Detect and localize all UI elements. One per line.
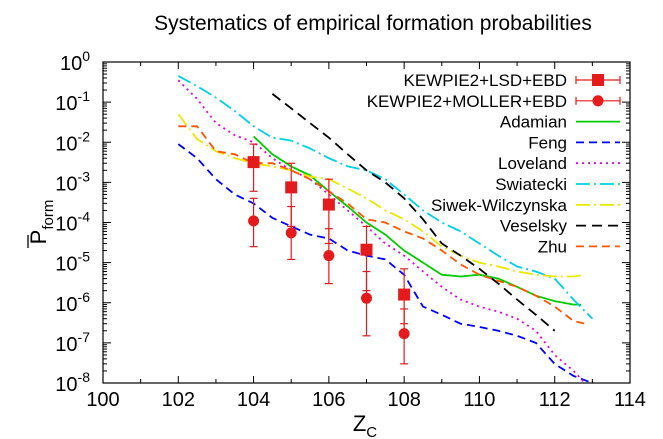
data-point-square (398, 288, 411, 301)
series-line-swiatecki (177, 75, 594, 320)
series-line-veselsky (271, 93, 556, 332)
data-point-circle (323, 250, 335, 262)
y-tick-label: 10-7 (55, 329, 90, 356)
x-tick-label: 112 (539, 389, 571, 411)
y-tick-label: 10-4 (55, 209, 90, 236)
legend-marker-square (592, 74, 604, 86)
svg-text:Pform: Pform (26, 200, 57, 245)
x-tick-label: 100 (86, 389, 119, 411)
chart-title: Systematics of empirical formation proba… (154, 12, 592, 35)
data-point-square (322, 198, 335, 211)
legend-label: Loveland (498, 154, 567, 173)
data-point-circle (285, 227, 297, 239)
x-tick-label: 102 (162, 389, 195, 411)
x-tick-label: 106 (312, 389, 345, 411)
y-tick-label: 10-1 (55, 88, 90, 115)
legend-marker-circle (592, 95, 604, 107)
legend-label: KEWPIE2+MOLLER+EBD (367, 92, 567, 111)
y-tick-label: 10-5 (55, 249, 90, 276)
legend-label: Feng (528, 133, 567, 152)
series-line-siwek-wilczynska (177, 113, 585, 278)
y-tick-label: 10-6 (55, 289, 90, 316)
x-tick-label: 114 (614, 389, 646, 411)
data-point-circle (248, 215, 260, 227)
data-point-square (247, 156, 260, 169)
series-line-zhu (178, 125, 586, 325)
data-point-square (360, 243, 373, 256)
y-tick-label: 10-2 (55, 128, 90, 155)
x-tick-label: 108 (387, 389, 420, 411)
x-tick-label: 104 (237, 389, 270, 411)
legend-label: Siwek-Wilczynska (431, 196, 568, 215)
y-tick-label: 10-3 (55, 168, 90, 195)
legend-label: Veselsky (500, 217, 568, 236)
data-point-circle (361, 292, 372, 304)
legend-label: Zhu (538, 237, 567, 256)
y-axis-title: Pform (26, 200, 57, 248)
x-axis-title: ZC (353, 411, 377, 439)
legend-label: Adamian (500, 113, 567, 132)
y-tick-label: 10-8 (55, 369, 90, 396)
legend-label: KEWPIE2+LSD+EBD (404, 71, 567, 90)
legend-label: Swiatecki (495, 175, 567, 194)
x-tick-label: 110 (463, 389, 495, 411)
y-tick-label: 100 (60, 48, 90, 75)
series-line-feng (177, 143, 593, 384)
data-point-circle (398, 328, 410, 340)
data-point-square (285, 181, 298, 194)
series-line-loveland (177, 79, 586, 384)
